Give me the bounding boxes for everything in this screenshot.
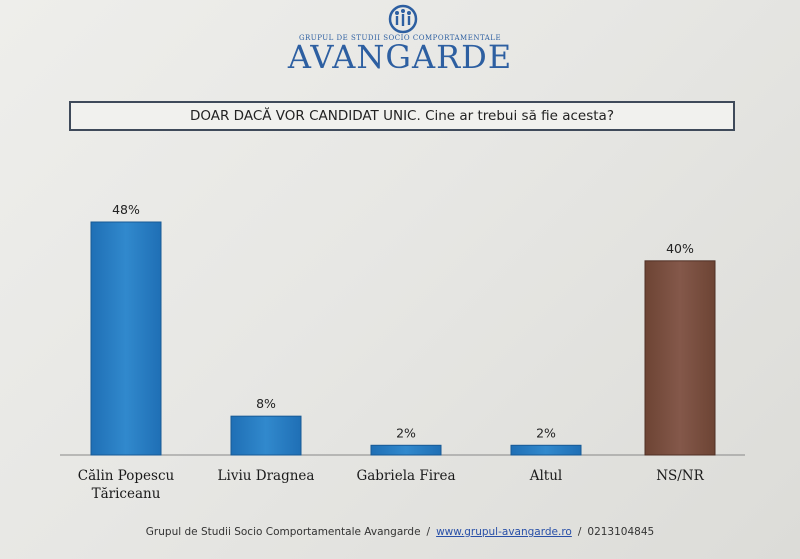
bar-value-label: 2% [536, 425, 556, 440]
avangarde-logo-icon [388, 4, 418, 34]
bar [230, 415, 302, 456]
logo-wordmark: AVANGARDE [287, 38, 513, 76]
category-label: Liviu Dragnea [218, 468, 315, 484]
bar-value-label: 2% [396, 425, 416, 440]
bar [90, 221, 162, 456]
footer-phone: 0213104845 [587, 526, 655, 538]
category-label: Altul [529, 468, 563, 484]
category-label: Tăriceanu [92, 486, 161, 502]
footer-separator: / [577, 526, 582, 538]
bar-value-label: 8% [256, 396, 276, 411]
category-label: NS/NR [656, 468, 704, 484]
chart-title-box: DOAR DACĂ VOR CANDIDAT UNIC. Cine ar tre… [69, 101, 735, 131]
bar [370, 444, 442, 456]
footer-website-link[interactable]: www.grupul-avangarde.ro [436, 526, 572, 538]
logo-subtitle: Grupul de Studii Socio Comportamentale [298, 34, 502, 42]
footer: Grupul de Studii Socio Comportamentale A… [0, 526, 800, 538]
bar-value-label: 48% [112, 202, 140, 217]
footer-separator: / [426, 526, 431, 538]
bar-value-label: 40% [666, 241, 694, 256]
category-label: Călin Popescu [78, 468, 175, 484]
category-label: Gabriela Firea [356, 468, 455, 484]
bar [644, 260, 716, 456]
chart-title: DOAR DACĂ VOR CANDIDAT UNIC. Cine ar tre… [189, 108, 614, 124]
footer-org: Grupul de Studii Socio Comportamentale A… [145, 526, 421, 538]
bar [510, 444, 582, 456]
